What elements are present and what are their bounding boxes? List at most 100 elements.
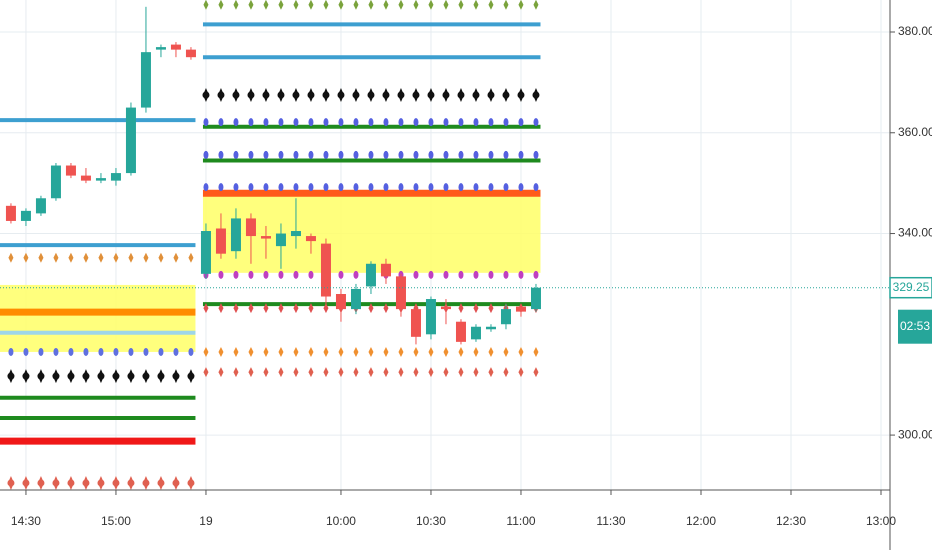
y-tick-label: 300.00 <box>898 427 932 441</box>
marker <box>112 372 120 380</box>
last-price-box <box>889 276 932 299</box>
marker <box>218 0 224 10</box>
marker <box>97 372 105 380</box>
marker <box>473 118 479 127</box>
time-axis <box>0 490 890 550</box>
marker <box>503 0 509 10</box>
band <box>0 284 196 352</box>
marker <box>68 252 74 263</box>
marker <box>113 252 119 263</box>
marker <box>203 367 209 378</box>
candle-body <box>500 309 511 325</box>
marker <box>278 0 284 10</box>
marker <box>533 270 539 279</box>
candle-body <box>155 47 166 50</box>
candle-body <box>95 178 106 181</box>
marker <box>23 252 29 263</box>
marker <box>142 372 150 380</box>
marker <box>293 0 299 10</box>
marker <box>368 346 374 357</box>
marker <box>233 0 239 10</box>
marker <box>22 479 30 487</box>
marker <box>218 303 224 314</box>
marker <box>233 118 239 127</box>
marker <box>323 303 329 314</box>
candle-body <box>230 218 241 252</box>
marker <box>413 118 419 127</box>
marker <box>473 367 479 378</box>
marker <box>263 150 269 159</box>
marker <box>487 91 495 99</box>
marker <box>518 183 524 192</box>
marker <box>368 0 374 10</box>
marker <box>518 0 524 10</box>
marker <box>143 252 149 263</box>
marker <box>353 183 359 192</box>
x-tick-label: 19 <box>199 514 213 528</box>
marker <box>202 91 210 99</box>
marker <box>308 150 314 159</box>
marker <box>53 252 59 263</box>
marker <box>338 367 344 378</box>
marker <box>533 183 539 192</box>
marker <box>293 346 299 357</box>
marker <box>158 347 164 356</box>
marker <box>263 0 269 10</box>
marker <box>413 150 419 159</box>
marker <box>458 303 464 314</box>
candle-body <box>410 309 421 337</box>
marker <box>232 91 240 99</box>
candle-body <box>50 165 61 199</box>
candle-body <box>125 107 136 174</box>
marker <box>82 479 90 487</box>
marker <box>263 270 269 279</box>
marker <box>502 91 510 99</box>
candle-body <box>275 233 286 247</box>
marker <box>293 150 299 159</box>
marker <box>338 346 344 357</box>
marker <box>218 346 224 357</box>
marker <box>263 303 269 314</box>
marker <box>503 150 509 159</box>
marker <box>427 91 435 99</box>
marker <box>473 183 479 192</box>
marker <box>217 91 225 99</box>
marker <box>458 118 464 127</box>
marker <box>83 347 89 356</box>
marker <box>308 303 314 314</box>
marker <box>247 91 255 99</box>
marker <box>382 91 390 99</box>
marker <box>368 118 374 127</box>
marker <box>98 347 104 356</box>
marker <box>397 91 405 99</box>
marker <box>428 150 434 159</box>
candle-body <box>200 231 211 274</box>
marker <box>98 252 104 263</box>
marker <box>353 150 359 159</box>
marker <box>428 270 434 279</box>
marker <box>458 150 464 159</box>
marker <box>533 0 539 10</box>
marker <box>473 0 479 10</box>
marker <box>218 367 224 378</box>
marker <box>368 183 374 192</box>
marker <box>7 479 15 487</box>
marker <box>53 347 59 356</box>
marker <box>323 183 329 192</box>
marker <box>97 479 105 487</box>
marker <box>338 270 344 279</box>
marker <box>518 270 524 279</box>
marker <box>203 346 209 357</box>
candle-body <box>5 205 16 221</box>
marker <box>413 270 419 279</box>
candle-body <box>65 165 76 176</box>
marker <box>127 372 135 380</box>
marker <box>503 346 509 357</box>
marker <box>383 346 389 357</box>
marker <box>353 367 359 378</box>
marker <box>428 118 434 127</box>
marker <box>308 0 314 10</box>
marker <box>473 303 479 314</box>
marker <box>248 367 254 378</box>
